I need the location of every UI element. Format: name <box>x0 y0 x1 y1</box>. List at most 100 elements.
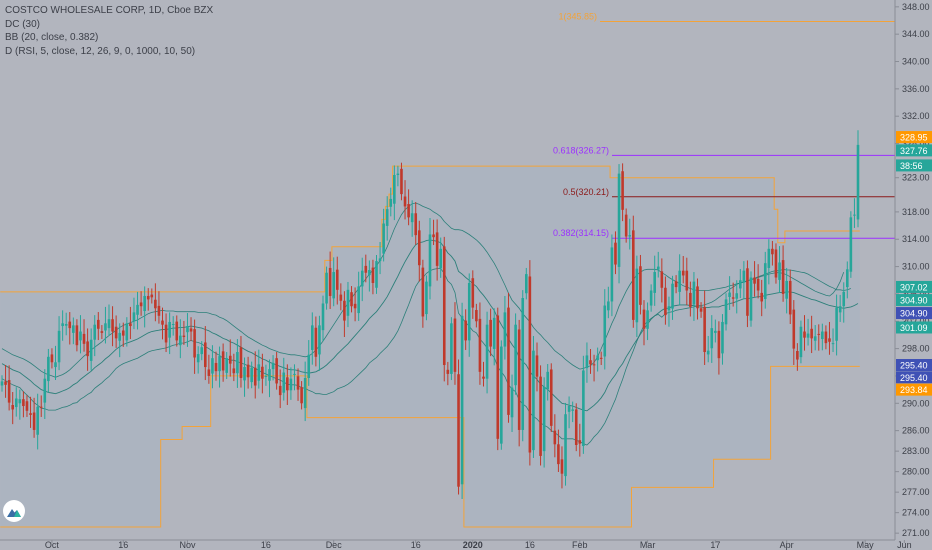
price-tag-label: 301.09 <box>900 323 928 333</box>
candle <box>79 315 82 354</box>
candle-body <box>171 324 175 325</box>
price-tag-label: 38:56 <box>900 161 923 171</box>
candle-body <box>642 309 646 329</box>
candle-body <box>346 289 350 316</box>
dc-indicator-label[interactable]: DC (30) <box>5 18 41 30</box>
price-tick-label: 277.00 <box>902 487 930 497</box>
candle <box>4 365 7 398</box>
candle-body <box>632 230 635 320</box>
candle <box>692 272 696 321</box>
candle-body <box>286 377 289 391</box>
candle-body <box>471 278 475 308</box>
candle <box>731 282 735 307</box>
candle <box>282 357 286 401</box>
candle <box>357 271 360 321</box>
time-tick-label: 16 <box>411 540 421 550</box>
candle-body <box>164 324 168 343</box>
candle <box>607 286 610 319</box>
candle <box>296 368 300 401</box>
candle-body <box>107 319 111 329</box>
candle <box>610 234 614 317</box>
candle <box>168 312 171 355</box>
candle <box>813 325 817 351</box>
symbol-title[interactable]: COSTCO WHOLESALE CORP, 1D, Cboe BZX <box>5 5 214 16</box>
candle <box>475 303 478 328</box>
candle-body <box>72 325 75 333</box>
candle-body <box>717 330 721 359</box>
candle <box>146 288 150 311</box>
candle-body <box>774 249 778 278</box>
candle <box>564 402 567 486</box>
candle <box>428 218 432 300</box>
candle-body <box>788 280 792 315</box>
price-tag: 295.40 <box>896 359 932 372</box>
fib-level-label: 0.5(320.21) <box>563 187 609 197</box>
mountain-logo-icon[interactable] <box>3 500 25 522</box>
candle-body <box>104 323 107 331</box>
candle-body <box>831 343 835 345</box>
candle-body <box>539 376 542 456</box>
candle <box>136 291 139 330</box>
candle <box>175 315 179 347</box>
candle <box>221 343 225 382</box>
candle <box>632 215 635 328</box>
candle-body <box>79 331 82 341</box>
candle-body <box>410 213 414 223</box>
candle <box>307 340 311 386</box>
candle <box>129 306 132 340</box>
candle <box>425 275 428 321</box>
price-tag-label: 293.84 <box>900 385 928 395</box>
d-indicator-label[interactable]: D (RSI, 5, close, 12, 26, 9, 0, 1000, 10… <box>5 45 196 57</box>
bb-indicator-label[interactable]: BB (20, close, 0.382) <box>5 32 99 43</box>
price-tag-label: 295.40 <box>900 373 928 383</box>
candle <box>624 208 628 243</box>
candle-body <box>143 295 146 312</box>
candle <box>856 130 860 228</box>
candle <box>82 319 86 352</box>
candle-body <box>564 414 567 477</box>
candle <box>121 322 125 347</box>
candle <box>828 321 831 355</box>
price-tag-bg <box>896 159 932 172</box>
price-tag-bg <box>896 294 932 307</box>
candle-body <box>400 168 403 195</box>
candle-body <box>521 298 525 430</box>
candle <box>403 180 407 220</box>
candle <box>300 381 303 410</box>
candle <box>517 319 521 447</box>
candle <box>107 304 111 336</box>
candle-body <box>300 387 303 404</box>
candle <box>442 236 446 382</box>
candle <box>753 261 756 297</box>
candle <box>810 315 813 354</box>
candle-body <box>168 321 171 338</box>
candle-body <box>724 299 728 325</box>
candle-body <box>703 306 706 353</box>
candle <box>699 302 703 318</box>
price-tick-label: 306.00 <box>902 289 930 299</box>
candle <box>821 323 824 351</box>
price-tag-bg <box>896 383 932 396</box>
candle-body <box>656 266 660 270</box>
candle <box>275 352 278 390</box>
candle <box>421 259 425 328</box>
candle <box>539 365 542 466</box>
candle <box>150 288 154 304</box>
candle-body <box>368 270 371 276</box>
candle-body <box>125 323 129 341</box>
candle-body <box>14 398 18 408</box>
price-tag-label: 304.90 <box>900 309 928 319</box>
candle <box>253 351 257 399</box>
candle <box>599 351 603 366</box>
candle <box>64 312 68 336</box>
candle-body <box>496 315 500 439</box>
candle-body <box>856 144 860 220</box>
candle-body <box>196 354 200 363</box>
candle-body <box>706 350 710 355</box>
candle <box>125 317 129 347</box>
candle-body <box>18 399 22 404</box>
candle <box>717 321 721 375</box>
price-tick-label: 323.00 <box>902 173 930 183</box>
